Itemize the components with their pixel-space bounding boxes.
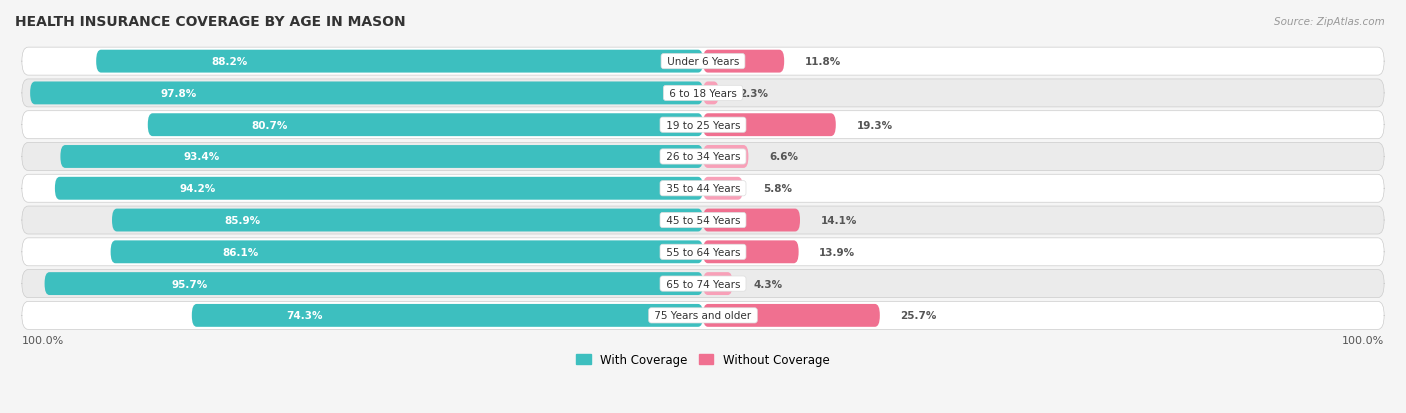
Text: 14.1%: 14.1% [821,216,858,225]
Text: 4.3%: 4.3% [754,279,782,289]
Text: 13.9%: 13.9% [820,247,855,257]
FancyBboxPatch shape [96,50,703,74]
Text: 95.7%: 95.7% [172,279,208,289]
FancyBboxPatch shape [22,206,1384,235]
Text: 100.0%: 100.0% [1341,335,1384,345]
Text: HEALTH INSURANCE COVERAGE BY AGE IN MASON: HEALTH INSURANCE COVERAGE BY AGE IN MASO… [15,15,405,29]
Text: Under 6 Years: Under 6 Years [664,57,742,67]
Text: 75 Years and older: 75 Years and older [651,311,755,320]
FancyBboxPatch shape [22,175,1384,203]
Text: 19.3%: 19.3% [856,121,893,131]
Text: 74.3%: 74.3% [285,311,322,320]
Text: 6.6%: 6.6% [769,152,799,162]
FancyBboxPatch shape [30,82,703,105]
Text: Source: ZipAtlas.com: Source: ZipAtlas.com [1274,17,1385,26]
Text: 6 to 18 Years: 6 to 18 Years [666,89,740,99]
FancyBboxPatch shape [148,114,703,137]
FancyBboxPatch shape [703,50,785,74]
Text: 45 to 54 Years: 45 to 54 Years [662,216,744,225]
FancyBboxPatch shape [703,146,748,169]
FancyBboxPatch shape [22,80,1384,108]
Text: 100.0%: 100.0% [22,335,65,345]
FancyBboxPatch shape [111,241,703,263]
Text: 19 to 25 Years: 19 to 25 Years [662,121,744,131]
FancyBboxPatch shape [22,48,1384,76]
FancyBboxPatch shape [22,143,1384,171]
FancyBboxPatch shape [22,301,1384,330]
Text: 11.8%: 11.8% [804,57,841,67]
Text: 35 to 44 Years: 35 to 44 Years [662,184,744,194]
FancyBboxPatch shape [45,273,703,295]
FancyBboxPatch shape [22,112,1384,139]
Text: 5.8%: 5.8% [763,184,793,194]
FancyBboxPatch shape [703,82,718,105]
Text: 93.4%: 93.4% [184,152,219,162]
FancyBboxPatch shape [191,304,703,327]
FancyBboxPatch shape [55,178,703,200]
FancyBboxPatch shape [703,241,799,263]
Text: 85.9%: 85.9% [224,216,260,225]
Text: 2.3%: 2.3% [740,89,769,99]
FancyBboxPatch shape [703,273,733,295]
Text: 25.7%: 25.7% [900,311,936,320]
FancyBboxPatch shape [703,114,835,137]
Legend: With Coverage, Without Coverage: With Coverage, Without Coverage [572,348,834,370]
Text: 97.8%: 97.8% [160,89,197,99]
FancyBboxPatch shape [703,209,800,232]
FancyBboxPatch shape [703,178,742,200]
Text: 94.2%: 94.2% [180,184,215,194]
FancyBboxPatch shape [22,270,1384,298]
Text: 80.7%: 80.7% [252,121,288,131]
Text: 26 to 34 Years: 26 to 34 Years [662,152,744,162]
Text: 88.2%: 88.2% [211,57,247,67]
FancyBboxPatch shape [112,209,703,232]
FancyBboxPatch shape [60,146,703,169]
FancyBboxPatch shape [703,304,880,327]
Text: 55 to 64 Years: 55 to 64 Years [662,247,744,257]
FancyBboxPatch shape [22,238,1384,266]
Text: 65 to 74 Years: 65 to 74 Years [662,279,744,289]
Text: 86.1%: 86.1% [222,247,259,257]
